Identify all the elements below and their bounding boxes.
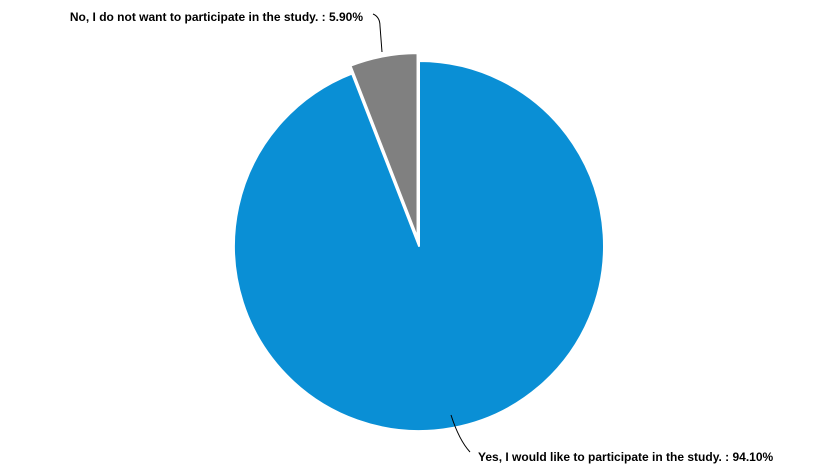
leader-line-yes xyxy=(450,414,471,453)
slice-label-no: No, I do not want to participate in the … xyxy=(70,10,363,24)
slice-label-yes: Yes, I would like to participate in the … xyxy=(478,450,774,464)
pie-slices xyxy=(233,52,605,432)
pie-slice-yes xyxy=(233,60,605,432)
pie-slice-no xyxy=(349,52,419,240)
leader-line-no xyxy=(372,13,383,53)
